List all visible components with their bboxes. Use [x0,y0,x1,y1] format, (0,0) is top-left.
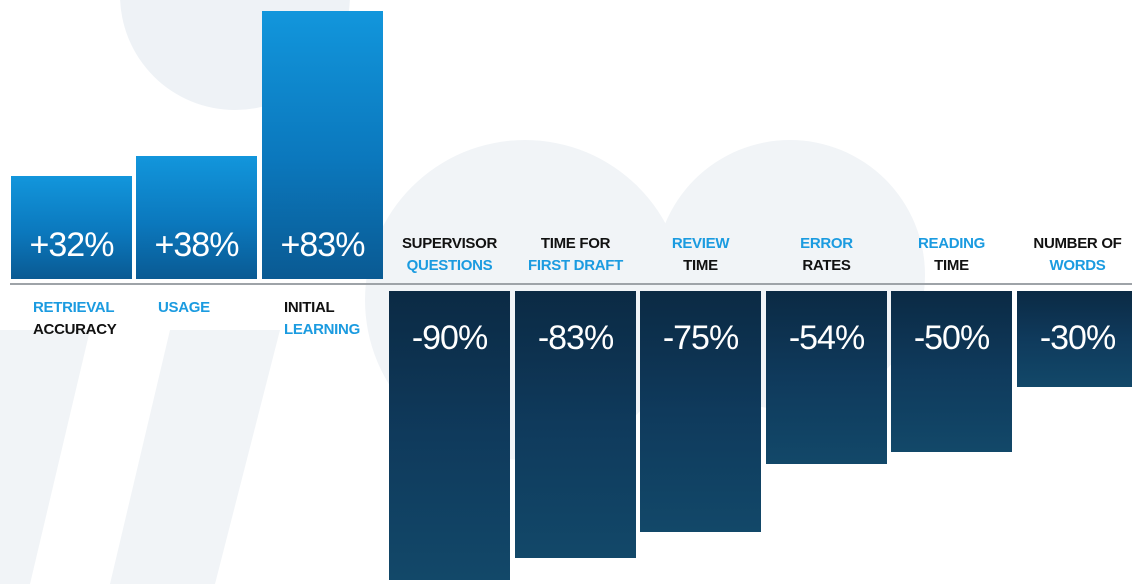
category-line-1: USAGE [158,299,210,316]
value-label-usage: +38% [154,225,240,264]
category-line-1: TIME FOR [540,235,611,252]
bar-retrieval-accuracy: +32% [11,175,132,279]
value-label-initial-learning: +83% [280,226,366,264]
category-line-1: INITIAL [284,299,335,316]
zero-baseline [10,283,1132,285]
category-label-error-rates: ERROR RATES [760,233,893,277]
category-label-review-time: REVIEW TIME [634,233,767,277]
category-line-1: READING [917,235,986,252]
value-label-supervisor-questions: -90% [411,319,488,357]
category-line-1: ERROR [800,235,853,252]
category-label-reading-time: READING TIME [885,233,1018,277]
category-line-1: RETRIEVAL [33,299,115,316]
category-line-1: SUPERVISOR [401,235,498,252]
bar-review-time: -75% [640,291,761,532]
category-line-2: RATES [802,257,851,274]
category-label-usage: USAGE [158,297,268,319]
category-line-1: REVIEW [671,235,730,252]
category-line-2: QUESTIONS [406,257,493,274]
value-label-error-rates: -54% [788,319,865,357]
category-label-initial-learning: INITIAL LEARNING [284,297,384,341]
bar-supervisor-questions: -90% [389,291,510,580]
category-label-supervisor-questions: SUPERVISOR QUESTIONS [383,233,516,277]
bar-usage: +38% [136,156,257,279]
value-label-time-for-first-draft: -83% [537,319,614,357]
bar-reading-time: -50% [891,291,1012,452]
category-line-2: ACCURACY [33,321,117,338]
category-line-2: FIRST DRAFT [527,257,624,274]
category-label-retrieval-accuracy: RETRIEVAL ACCURACY [33,297,143,341]
category-line-2: LEARNING [284,321,360,338]
value-label-review-time: -75% [662,319,739,357]
category-line-2: WORDS [1049,257,1106,274]
category-line-1: NUMBER OF [1033,235,1122,252]
category-label-time-for-first-draft: TIME FOR FIRST DRAFT [509,233,642,277]
bar-time-for-first-draft: -83% [515,291,636,558]
category-label-number-of-words: NUMBER OF WORDS [1011,233,1132,277]
value-label-retrieval-accuracy: +32% [29,225,115,264]
category-line-2: TIME [683,257,718,274]
category-line-2: TIME [934,257,969,274]
bar-number-of-words: -30% [1017,291,1132,388]
bar-error-rates: -54% [766,291,887,465]
value-label-reading-time: -50% [913,319,990,357]
value-label-number-of-words: -30% [1039,319,1116,357]
bar-initial-learning: +83% [262,11,383,279]
